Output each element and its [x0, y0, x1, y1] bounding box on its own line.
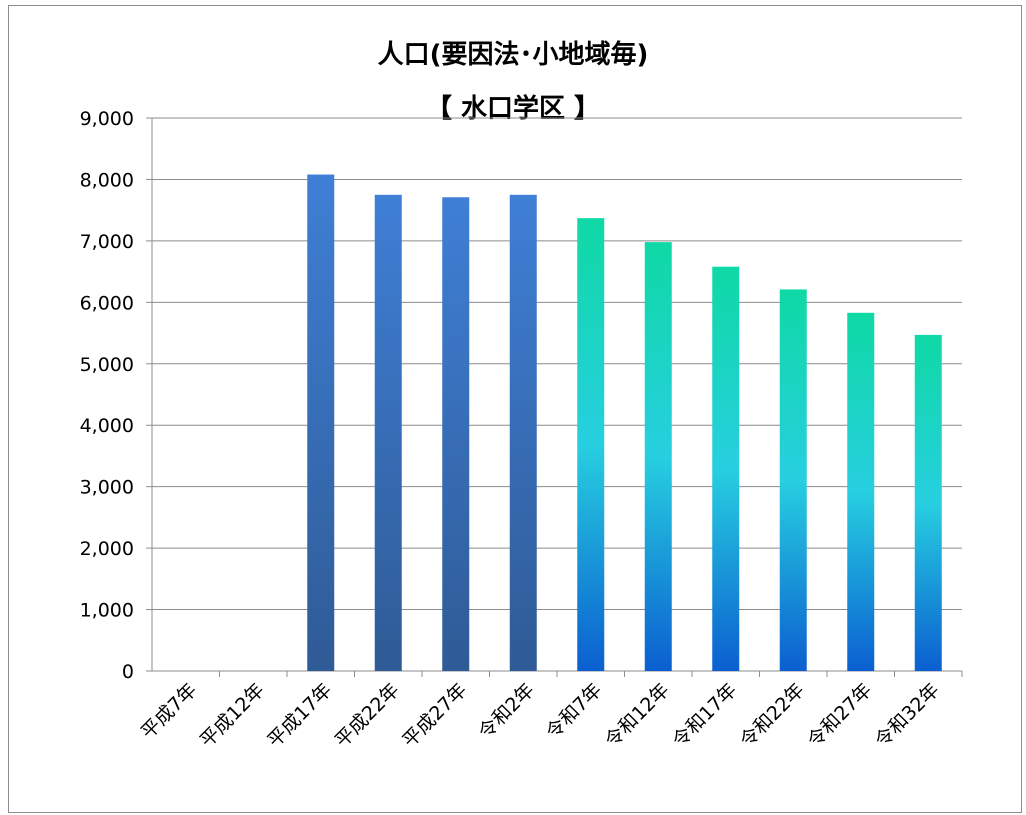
bar — [509, 194, 537, 672]
chart-subtitle: 【 水口学区 】 — [425, 94, 601, 124]
x-tick-label: 令和27年 — [803, 679, 876, 752]
bar — [644, 242, 672, 671]
x-tick-label: 平成12年 — [196, 679, 269, 752]
bar — [779, 289, 807, 671]
x-tick-label: 令和2年 — [474, 679, 538, 743]
y-axis-ticks: 0 1,000 2,000 3,000 4,000 5,000 6,000 7,000 8,00… — [80, 108, 134, 683]
y-tick-label: 0 — [122, 661, 134, 683]
x-tick-label: 令和12年 — [601, 679, 674, 752]
bar — [847, 312, 875, 671]
x-tick-label: 平成22年 — [331, 679, 404, 752]
bars — [307, 174, 942, 672]
bar — [577, 218, 605, 671]
y-tick-label: 6,000 — [80, 292, 134, 314]
y-tick-label: 4,000 — [80, 415, 134, 437]
y-tick-label: 9,000 — [80, 108, 134, 130]
y-tick-label: 3,000 — [80, 477, 134, 499]
bar — [442, 197, 470, 671]
y-tick-label: 8,000 — [80, 169, 134, 191]
chart-title: 人口(要因法･小地域毎) — [377, 40, 649, 70]
x-tick-label: 平成27年 — [398, 679, 471, 752]
bar — [374, 194, 402, 672]
y-tick-label: 7,000 — [80, 231, 134, 253]
bar — [914, 334, 942, 671]
x-tick-label: 令和32年 — [871, 679, 944, 752]
x-tick-label: 令和17年 — [668, 679, 741, 752]
bar — [712, 266, 740, 671]
y-tick-label: 1,000 — [80, 600, 134, 622]
x-tick-label: 令和7年 — [542, 679, 606, 743]
x-tick-label: 平成17年 — [263, 679, 336, 752]
y-tick-label: 2,000 — [80, 538, 134, 560]
x-tick-label: 平成7年 — [137, 679, 201, 743]
y-tick-label: 5,000 — [80, 354, 134, 376]
x-tick-label: 令和22年 — [736, 679, 809, 752]
gridlines — [146, 117, 962, 672]
bar — [307, 174, 335, 672]
